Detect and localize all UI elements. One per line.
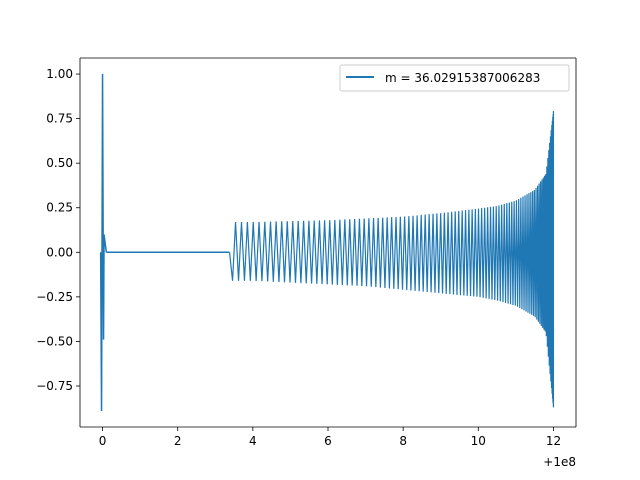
axes-layer: 0 2 4 6 8 10 12 −0.75 −0.50 −0.25 0.00 0.25 0.50 0.75… xyxy=(36,57,577,448)
series-layer xyxy=(99,74,555,411)
x-tick-label: 6 xyxy=(324,434,332,448)
y-tick-label: −0.25 xyxy=(36,290,73,304)
y-tick-label: −0.75 xyxy=(36,379,73,393)
y-tick-label: 0.50 xyxy=(46,156,73,170)
y-tick-label: 0.00 xyxy=(46,245,73,259)
y-tick-label: 0.25 xyxy=(46,201,73,215)
legend-box xyxy=(339,64,570,92)
x-tick-label: 4 xyxy=(249,434,257,448)
y-tick-label: −0.50 xyxy=(36,334,73,348)
y-tick-label: 0.75 xyxy=(46,112,73,126)
series-chirp-line xyxy=(228,110,555,408)
legend: m = 36.02915387006283 xyxy=(339,64,570,92)
series-burst-line xyxy=(99,74,108,411)
x-offset-label: +1e8 xyxy=(543,455,576,469)
y-tick-label: 1.00 xyxy=(46,67,73,81)
x-tick-label: 8 xyxy=(399,434,407,448)
x-tick-label: 0 xyxy=(99,434,107,448)
x-tick-label: 2 xyxy=(174,434,182,448)
legend-label: m = 36.02915387006283 xyxy=(385,71,540,85)
x-tick-label: 12 xyxy=(546,434,561,448)
x-tick-label: 10 xyxy=(471,434,486,448)
